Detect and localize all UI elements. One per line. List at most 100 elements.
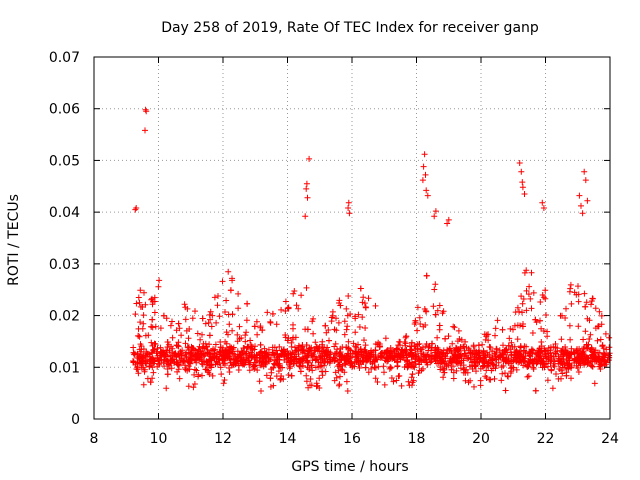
data-point	[479, 363, 486, 370]
data-point	[431, 349, 438, 356]
data-point	[596, 308, 603, 315]
data-point	[172, 350, 179, 357]
data-point	[260, 359, 267, 366]
data-point	[309, 350, 315, 357]
data-point	[303, 284, 310, 291]
data-point	[185, 335, 192, 342]
data-point	[221, 377, 228, 383]
data-point	[528, 269, 535, 276]
data-point	[337, 373, 343, 380]
data-point	[136, 299, 143, 306]
data-point	[362, 364, 369, 371]
data-point	[584, 355, 591, 362]
data-point	[448, 359, 455, 366]
data-point	[567, 285, 574, 292]
data-point	[220, 380, 227, 387]
data-point	[486, 354, 493, 361]
data-point	[376, 343, 383, 350]
data-point	[257, 341, 264, 348]
data-point	[382, 335, 389, 342]
data-point	[423, 359, 430, 366]
data-point	[493, 356, 500, 363]
data-point	[423, 272, 430, 279]
data-point	[256, 378, 263, 385]
data-point	[436, 354, 443, 361]
data-point	[492, 365, 499, 372]
data-point	[197, 354, 204, 361]
data-point	[217, 339, 224, 345]
data-point	[422, 322, 429, 328]
data-point	[365, 356, 372, 363]
data-point	[498, 377, 505, 384]
data-point	[149, 324, 156, 331]
data-point	[571, 289, 578, 296]
data-point	[474, 358, 481, 365]
data-point	[245, 355, 252, 361]
data-point	[199, 344, 206, 351]
data-point	[355, 359, 362, 366]
data-point	[472, 350, 479, 357]
data-point	[285, 304, 292, 311]
data-point	[599, 342, 606, 349]
data-point	[196, 343, 203, 350]
data-point	[372, 347, 379, 354]
data-point	[539, 199, 546, 206]
data-point	[194, 351, 201, 358]
data-point	[316, 375, 323, 382]
data-point	[217, 349, 224, 356]
data-point	[487, 376, 494, 383]
data-point	[529, 357, 536, 364]
data-point	[415, 358, 422, 365]
data-point	[323, 353, 330, 360]
data-point	[513, 366, 520, 373]
data-point	[514, 304, 521, 311]
data-point	[445, 333, 452, 340]
data-point	[209, 372, 216, 379]
data-point	[213, 359, 220, 366]
data-point	[282, 298, 289, 305]
data-point	[431, 213, 438, 220]
data-point	[345, 199, 352, 206]
data-point	[182, 316, 189, 323]
data-point	[516, 160, 523, 166]
data-point	[276, 343, 283, 350]
data-point	[143, 108, 150, 115]
data-point	[319, 372, 326, 379]
data-point	[290, 325, 296, 332]
data-point	[592, 347, 599, 354]
data-point	[357, 346, 364, 352]
data-point	[295, 348, 302, 354]
data-point	[147, 379, 154, 386]
data-point	[149, 316, 156, 323]
data-point	[559, 361, 566, 368]
data-point	[300, 362, 306, 369]
data-point	[408, 374, 415, 381]
y-tick-label: 0.07	[49, 50, 80, 66]
data-point	[424, 192, 431, 199]
data-point	[588, 301, 594, 308]
data-point	[394, 362, 401, 369]
data-point	[186, 344, 192, 351]
data-point	[585, 358, 592, 365]
data-point	[207, 308, 214, 315]
data-point	[404, 364, 411, 371]
data-point	[333, 327, 340, 334]
data-point	[206, 362, 213, 369]
data-point	[432, 344, 439, 351]
data-point	[251, 363, 258, 370]
data-point	[186, 366, 193, 373]
data-point	[596, 363, 603, 370]
data-point	[139, 325, 146, 332]
data-point	[137, 287, 144, 294]
data-point	[432, 208, 439, 215]
data-point	[322, 349, 329, 356]
data-point	[528, 346, 535, 353]
data-point	[137, 348, 144, 355]
data-point	[362, 325, 369, 331]
data-point	[434, 334, 441, 341]
data-point	[285, 372, 292, 378]
data-point	[390, 378, 397, 385]
data-point	[208, 355, 215, 362]
data-point	[412, 317, 419, 324]
data-point	[243, 317, 250, 324]
